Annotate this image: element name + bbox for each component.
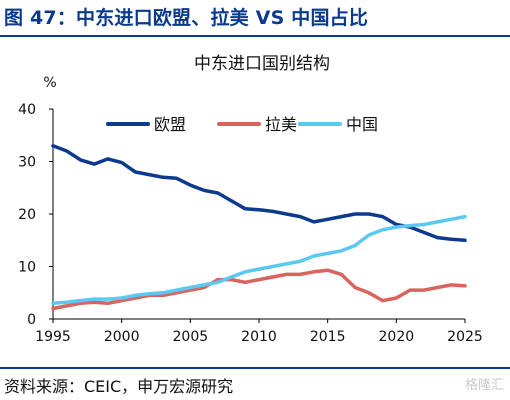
series-lines [51, 144, 467, 311]
y-tick-label: 40 [18, 102, 36, 118]
y-tick-label: 0 [27, 312, 36, 328]
y-tick-label: 20 [18, 207, 36, 223]
x-tick-label: 2015 [310, 329, 346, 345]
axes: 0 10 20 30 40 1995 2000 2005 2010 2015 2020 2025 [18, 102, 483, 345]
y-axis-unit: % [43, 75, 56, 91]
watermark: 格隆汇 [464, 378, 504, 393]
chart-title: 中东进口国别结构 [194, 54, 330, 74]
footer-divider [0, 367, 510, 369]
series-line-欧盟 [51, 144, 467, 243]
y-tick-label: 10 [18, 260, 36, 276]
x-tick-label: 2025 [447, 329, 483, 345]
x-tick-label: 1995 [35, 329, 71, 345]
title-divider [0, 35, 510, 37]
x-tick-label: 2010 [241, 329, 277, 345]
series-line-中国 [51, 214, 467, 306]
y-tick-label: 30 [18, 155, 36, 171]
line-chart: 中东进口国别结构 % 0 10 20 30 40 1995 2000 2005 2010 2015… [18, 54, 483, 345]
legend: 欧盟 拉美 中国 [106, 115, 378, 134]
legend-label: 拉美 [265, 115, 297, 134]
x-tick-label: 2005 [173, 329, 209, 345]
series-line-拉美 [51, 268, 467, 311]
legend-label: 欧盟 [154, 115, 186, 134]
source-note: 资料来源：CEIC，申万宏源研究 [4, 377, 234, 396]
figure-title: 图 47：中东进口欧盟、拉美 VS 中国占比 [4, 7, 369, 29]
legend-label: 中国 [346, 115, 378, 134]
x-tick-label: 2000 [104, 329, 140, 345]
x-tick-label: 2020 [379, 329, 415, 345]
